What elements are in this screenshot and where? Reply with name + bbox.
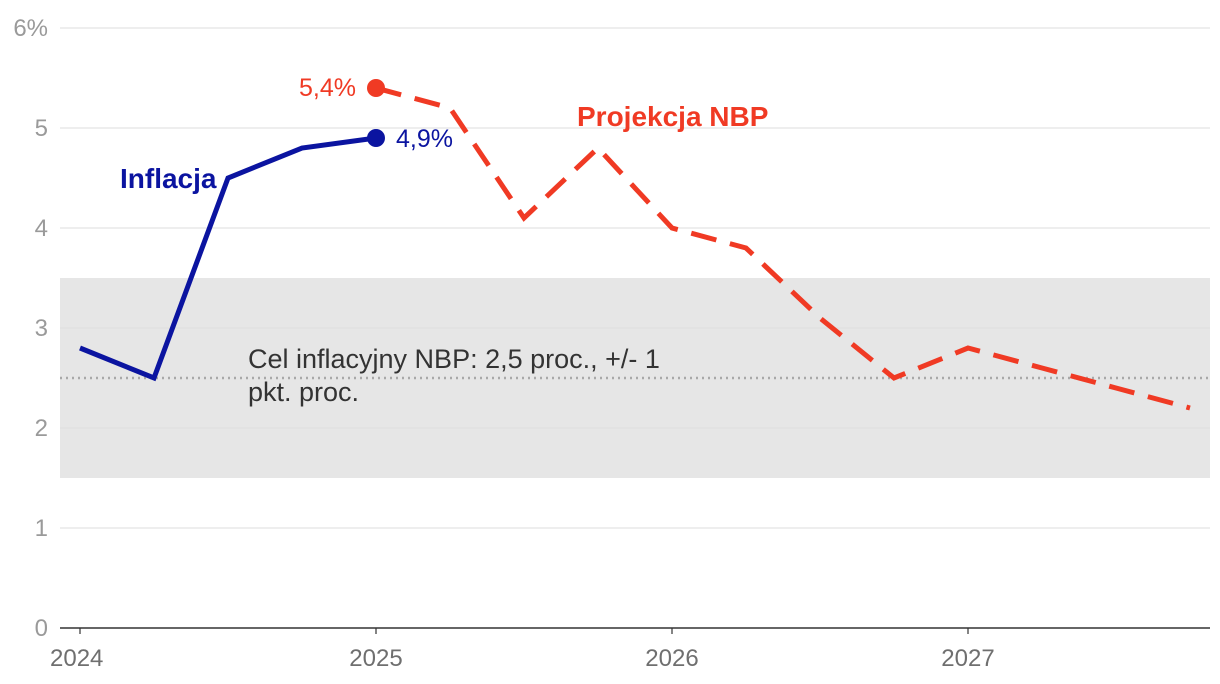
y-tick-label-5: 5 bbox=[35, 115, 48, 142]
annotation-layer: Cel inflacyjny NBP: 2,5 proc., +/- 1pkt.… bbox=[60, 344, 1210, 407]
target-band-layer bbox=[60, 278, 1210, 478]
projection-series-line bbox=[375, 85, 1191, 411]
axis-layer: 2024 2025 2026 2027 bbox=[50, 627, 1210, 672]
x-tick-label-2025: 2025 bbox=[349, 645, 402, 672]
target-label-line-2: pkt. proc. bbox=[248, 377, 359, 407]
y-tick-label-1: 1 bbox=[35, 515, 48, 542]
inflation-end-label: 4,9% bbox=[396, 125, 453, 153]
projection-start-label: 5,4% bbox=[299, 74, 356, 102]
target-band bbox=[60, 278, 1210, 478]
inflation-end-marker bbox=[367, 129, 385, 147]
label-layer: 4,9% 5,4% Inflacja Projekcja NBP bbox=[120, 74, 768, 194]
grid-layer: 0 1 2 3 4 5 6% bbox=[13, 15, 1210, 642]
y-tick-label-0: 0 bbox=[35, 615, 48, 642]
x-tick-label-2024: 2024 bbox=[50, 645, 103, 672]
x-tick-label-2026: 2026 bbox=[645, 645, 698, 672]
inflation-series-name: Inflacja bbox=[120, 163, 217, 194]
y-tick-label-6: 6% bbox=[13, 15, 48, 42]
y-tick-label-3: 3 bbox=[35, 315, 48, 342]
y-tick-label-2: 2 bbox=[35, 415, 48, 442]
y-tick-label-4: 4 bbox=[35, 215, 48, 242]
series-layer bbox=[79, 79, 1191, 411]
target-label-line-1: Cel inflacyjny NBP: 2,5 proc., +/- 1 bbox=[248, 344, 660, 374]
inflation-series-line bbox=[79, 135, 377, 382]
x-tick-label-2027: 2027 bbox=[941, 645, 994, 672]
projection-series-name: Projekcja NBP bbox=[577, 101, 768, 132]
projection-start-marker bbox=[367, 79, 385, 97]
